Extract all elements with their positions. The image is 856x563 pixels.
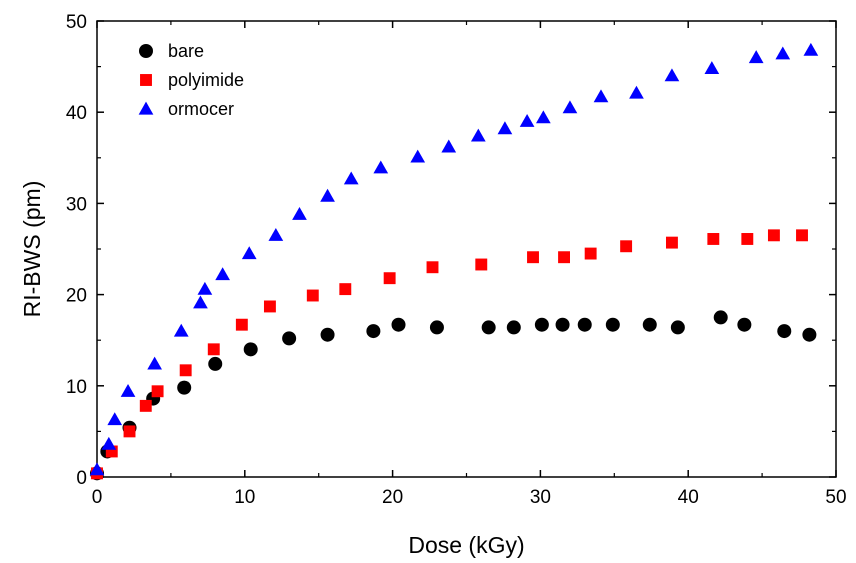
bare-point [802,327,817,342]
ormocer-point [107,412,123,426]
y-tick-label: 20 [66,286,87,307]
ormocer-point [147,356,162,370]
x-tick-label: 20 [382,487,403,508]
x-tick-label: 40 [678,487,699,508]
plot-marks [89,42,819,481]
ormocer-point [748,50,764,64]
polyimide-point [741,233,754,245]
ormocer-point [470,128,486,142]
bare-point [177,380,192,395]
polyimide-point [584,247,597,260]
polyimide-point [620,240,633,253]
bare-point [481,320,496,335]
ormocer-point [410,149,426,163]
polyimide-point [263,300,276,313]
x-tick-label: 0 [92,487,103,508]
ormocer-point [497,121,513,135]
polyimide-point [105,445,118,458]
polyimide-point [306,289,319,302]
bare-point [506,320,521,335]
polyimide-point [179,364,192,377]
ormocer-point [593,89,609,103]
ormocer-point [441,139,457,153]
bare-point [208,356,223,371]
ormocer-point [89,462,105,476]
polyimide-point [796,229,808,242]
polyimide-point [558,251,570,264]
legend-marker-bare [139,44,153,58]
x-tick-label: 50 [825,487,846,508]
x-tick-label: 30 [530,487,551,508]
axes: 0 10 20 30 40 50 0 10 20 30 40 50 [66,12,847,508]
bare-point [320,327,335,342]
ormocer-point [803,42,819,56]
ormocer-point [292,207,307,220]
polyimide-point [707,233,720,245]
ormocer-point [704,61,720,75]
ormocer-point [197,281,213,295]
bare-point [605,317,620,332]
polyimide-point [207,343,220,356]
x-tick-label: 10 [234,487,255,508]
ormocer-point [536,110,551,124]
legend-label-ormocer: ormocer [168,99,234,119]
series-ormocer [89,42,819,476]
y-axis-title: RI-BWS (pm) [19,181,45,318]
bare-point [429,320,444,335]
ormocer-point [215,267,230,281]
ormocer-point [193,295,208,309]
y-tick-label: 10 [66,377,87,398]
series-polyimide [91,229,808,480]
ormocer-point [173,323,189,337]
ormocer-point [562,100,578,114]
polyimide-point [383,272,396,285]
bare-point [577,317,592,332]
ormocer-point [664,68,680,82]
polyimide-point [151,385,164,398]
polyimide-point [235,318,248,331]
legend-label-polyimide: polyimide [168,70,244,90]
bare-point [737,317,752,332]
bare-point [555,317,570,332]
ormocer-point [519,114,535,127]
y-tick-label: 30 [66,194,87,215]
bare-point [777,324,792,339]
series-bare [90,310,817,481]
polyimide-point [665,236,678,249]
polyimide-point [139,399,152,412]
ormocer-point [101,436,117,450]
ormocer-point [320,188,335,202]
ormocer-point [120,383,136,397]
polyimide-point [123,425,136,438]
legend-marker-polyimide [140,74,152,86]
bare-point [243,342,258,357]
legend-label-bare: bare [168,41,204,61]
bare-point [670,320,685,335]
polyimide-point [527,251,539,264]
y-tick-label: 0 [76,468,87,489]
bare-point [534,317,549,332]
polyimide-point [767,229,780,242]
legend: bare polyimide ormocer [138,41,244,119]
x-axis-title: Dose (kGy) [408,532,524,558]
ormocer-point [775,46,791,60]
polyimide-point [426,261,439,274]
polyimide-point [339,283,352,296]
bare-point [366,324,381,339]
ormocer-point [268,228,284,241]
polyimide-point [475,258,488,271]
ormocer-point [629,85,644,99]
bare-point [282,331,297,346]
ormocer-point [241,246,257,260]
bare-point [391,317,406,332]
bare-point [713,310,728,325]
ormocer-point [343,171,359,185]
y-tick-label: 40 [66,103,87,124]
y-tick-label: 50 [66,12,87,33]
legend-marker-ormocer [138,101,154,115]
ormocer-point [373,160,389,174]
bare-point [642,317,657,332]
